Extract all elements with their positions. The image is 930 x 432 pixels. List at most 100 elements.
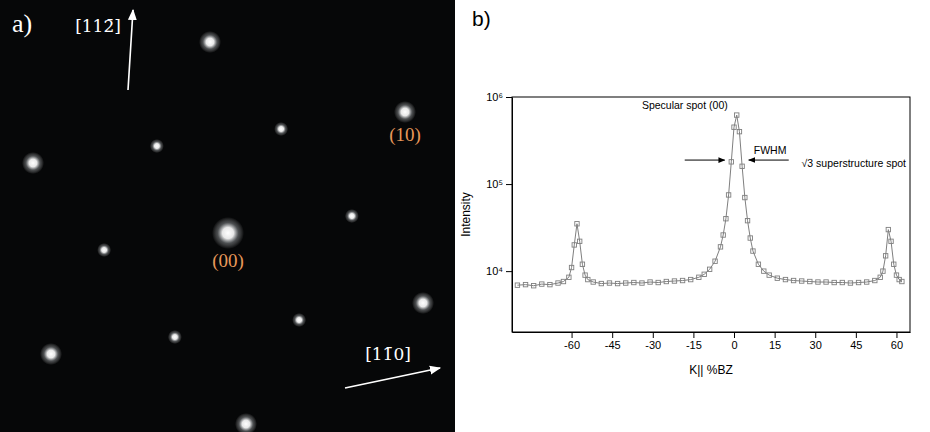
data-point (767, 273, 771, 277)
x-tick: -45 (605, 332, 621, 351)
data-point (664, 279, 668, 283)
tick-label: -30 (645, 339, 661, 351)
diffraction-spot (199, 31, 221, 53)
data-point (656, 280, 660, 284)
diffraction-spot (40, 343, 62, 365)
data-point (762, 269, 766, 273)
data-point (886, 227, 890, 231)
data-point (775, 276, 779, 280)
tick-label: 10⁵ (486, 178, 503, 190)
data-point (680, 278, 684, 282)
data-point (724, 217, 728, 221)
data-point (743, 195, 747, 199)
data-point (591, 280, 595, 284)
data-point (881, 269, 885, 273)
data-point (688, 277, 692, 281)
tick-mark (734, 332, 735, 338)
data-point (735, 113, 739, 117)
data-point (878, 275, 882, 279)
diffraction-spot (274, 122, 288, 136)
data-point (751, 249, 755, 253)
annotation: FWHM (754, 144, 787, 156)
tick-label: 60 (891, 339, 903, 351)
pattern-background (0, 0, 455, 432)
data-point (848, 281, 852, 285)
diffraction-spot (412, 292, 434, 314)
data-point (873, 278, 877, 282)
tick-label: 10⁴ (486, 265, 503, 277)
x-tick: 0 (731, 332, 737, 351)
diffraction-spot (235, 413, 257, 432)
data-point (515, 283, 519, 287)
data-point (523, 282, 527, 286)
data-point (737, 129, 741, 133)
data-point (721, 233, 725, 237)
data-point (561, 279, 565, 283)
tick-mark (856, 332, 857, 338)
data-point (729, 160, 733, 164)
data-point (575, 222, 579, 226)
tick-label: 15 (769, 339, 781, 351)
data-point (892, 262, 896, 266)
data-point (713, 259, 717, 263)
data-point (697, 275, 701, 279)
data-point (577, 239, 581, 243)
data-point (832, 280, 836, 284)
tick-label: -45 (605, 339, 621, 351)
x-tick: 45 (850, 332, 862, 351)
data-point (540, 282, 544, 286)
data-point (556, 281, 560, 285)
axis-line (512, 98, 513, 333)
tick-mark (896, 332, 897, 338)
tick-mark (612, 332, 613, 338)
data-point (856, 280, 860, 284)
data-point (894, 273, 898, 277)
data-point (672, 279, 676, 283)
x-tick: 30 (810, 332, 822, 351)
data-point (726, 193, 730, 197)
data-point (740, 164, 744, 168)
data-point (632, 280, 636, 284)
data-point (745, 218, 749, 222)
data-point (756, 262, 760, 266)
profile-line (517, 115, 901, 286)
data-point (864, 280, 868, 284)
data-point (800, 279, 804, 283)
y-axis: 10⁴ 10⁵ 10⁶ (486, 91, 512, 332)
tick-label: -60 (564, 339, 580, 351)
tick-label: 30 (810, 339, 822, 351)
data-point (599, 281, 603, 285)
annotation: Specular spot (00) (642, 99, 728, 111)
y-tick: 10⁶ (486, 91, 512, 103)
tick-mark (506, 184, 512, 185)
direction-label: [112̄] (75, 16, 121, 36)
diffraction-spot (292, 313, 306, 327)
diffraction-spot (168, 330, 182, 344)
tick-mark (572, 332, 573, 338)
data-point (808, 279, 812, 283)
direction-arrow (345, 368, 440, 388)
direction-label: [11̄0] (365, 344, 411, 364)
tick-mark (775, 332, 776, 338)
panel-b: b)-60-45-30-1501530456010⁴10⁵10⁶K|| %BZI… (459, 7, 911, 377)
data-point (548, 282, 552, 286)
spot-label: (10) (389, 124, 421, 146)
data-point (607, 281, 611, 285)
tick-mark (506, 271, 512, 272)
plot-marks (515, 113, 904, 288)
data-point (783, 277, 787, 281)
data-point (900, 279, 904, 283)
data-point (624, 281, 628, 285)
data-point (648, 280, 652, 284)
tick-label: 0 (731, 339, 737, 351)
y-axis-title: Intensity (459, 192, 473, 237)
fwhm-arrow (685, 160, 725, 161)
data-point (840, 280, 844, 284)
x-tick: 60 (891, 332, 903, 351)
x-tick: 15 (769, 332, 781, 351)
diffraction-spot (394, 101, 416, 123)
diffraction-spot (212, 217, 244, 249)
tick-label: 10⁶ (486, 91, 503, 103)
x-axis-title: K|| %BZ (689, 363, 733, 377)
data-point (883, 254, 887, 258)
